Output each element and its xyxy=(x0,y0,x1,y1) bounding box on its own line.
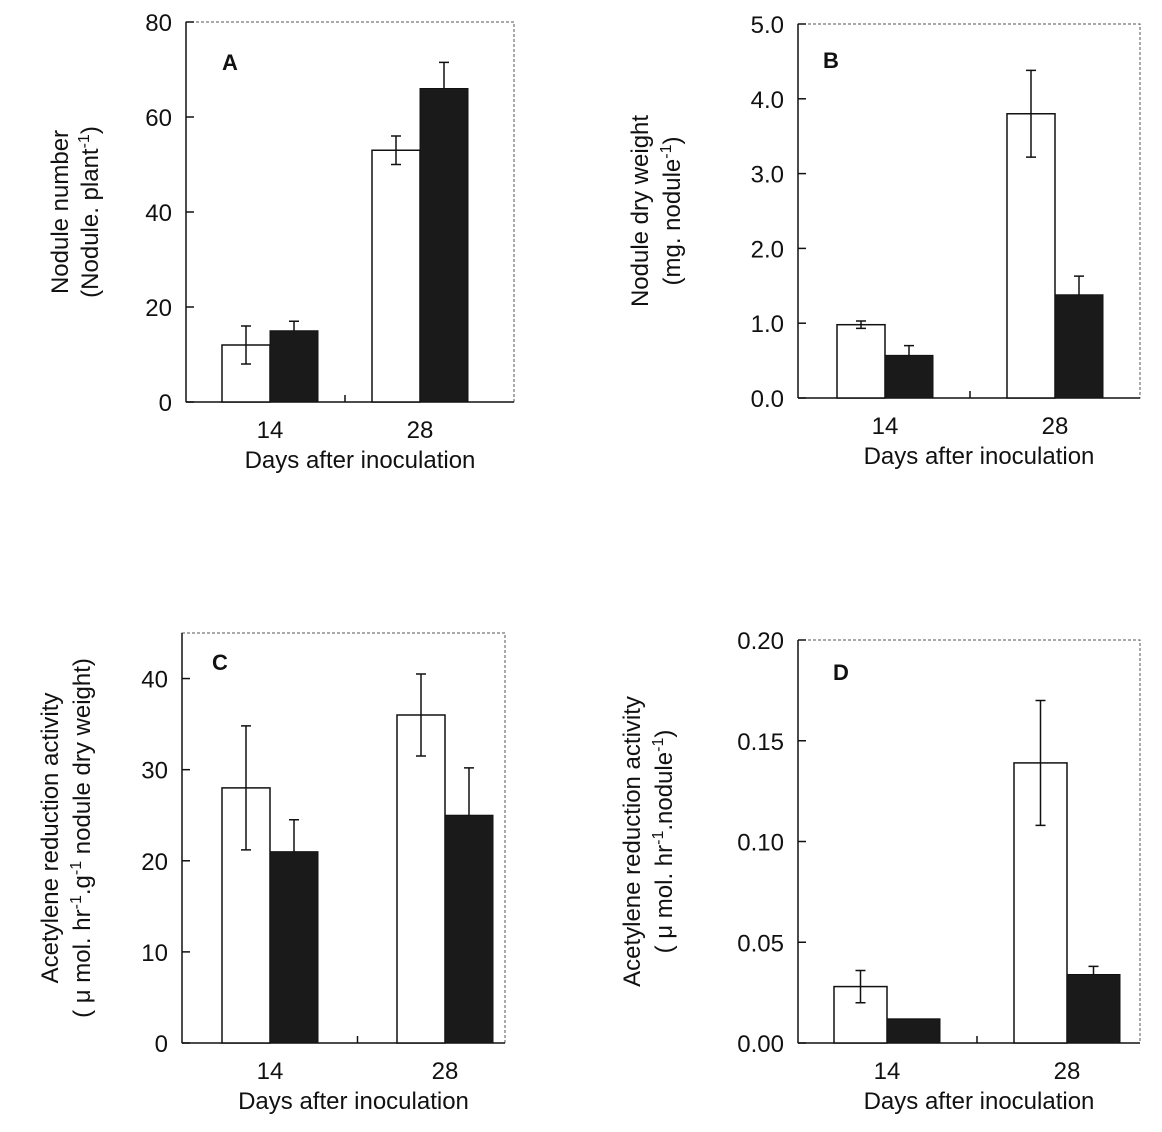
bar-filled-28 xyxy=(444,814,494,1044)
y-tick-label: 0.10 xyxy=(737,830,784,857)
error-bar xyxy=(391,135,401,166)
x-tick-label: 14 xyxy=(257,417,284,444)
y-axis-title: Nodule number xyxy=(47,130,74,294)
y-axis-subtitle: (Nodule. plant-1) xyxy=(76,126,104,298)
y-tick-label: 4.0 xyxy=(751,87,784,114)
error-bar xyxy=(1035,699,1046,827)
y-tick-label: 0.00 xyxy=(737,1031,784,1058)
panel-letter: D xyxy=(833,660,849,685)
error-bar xyxy=(464,767,474,816)
bar-filled-28 xyxy=(419,88,469,403)
error-bar xyxy=(416,673,426,757)
panel-letter: B xyxy=(823,48,839,73)
y-tick-label: 0.15 xyxy=(737,729,784,756)
error-bar xyxy=(289,320,299,331)
bar-open-14 xyxy=(836,323,886,399)
bar-filled-14 xyxy=(886,1018,941,1044)
y-tick-label: 0 xyxy=(159,390,172,417)
y-axis-subtitle: ( μ mol. hr-1.g-1 nodule dry weight) xyxy=(68,658,96,1018)
y-axis-subtitle: ( μ mol. hr-1.nodule-1) xyxy=(650,730,678,954)
bar-filled-28 xyxy=(1054,294,1104,399)
bar-open-28 xyxy=(1006,113,1056,399)
y-tick-label: 0.20 xyxy=(737,628,784,655)
y-tick-label: 20 xyxy=(145,295,172,322)
x-axis-title: Days after inoculation xyxy=(864,1088,1095,1115)
bar-filled-14 xyxy=(269,851,319,1044)
y-tick-label: 40 xyxy=(141,667,168,694)
y-tick-label: 20 xyxy=(141,849,168,876)
error-bar xyxy=(1074,275,1084,295)
error-bar xyxy=(439,61,449,89)
y-axis-title: Nodule dry weight xyxy=(627,115,654,307)
y-tick-label: 0.0 xyxy=(751,386,784,413)
y-tick-label: 1.0 xyxy=(751,311,784,338)
error-bar xyxy=(241,325,251,365)
panel-d: 0.00 0.05 0.10 0.15 0.20 14 28 D Days after inoc… xyxy=(619,628,1141,1115)
panel-c: 0 10 20 30 40 14 28 C Days after inoculation Acet… xyxy=(37,632,506,1115)
y-tick-label: 10 xyxy=(141,940,168,967)
panel-a: 0 20 40 60 80 14 28 A Days after inoculation Nodu… xyxy=(47,10,515,474)
error-bar xyxy=(1088,965,1099,975)
y-tick-label: 0 xyxy=(155,1031,168,1058)
error-bar xyxy=(1026,69,1036,158)
panel-letter: C xyxy=(212,650,228,675)
x-tick-label: 14 xyxy=(872,413,899,440)
x-axis-title: Days after inoculation xyxy=(245,447,476,474)
panel-b: 0.0 1.0 2.0 3.0 4.0 5.0 14 28 B Days after inocul… xyxy=(627,12,1141,470)
x-tick-label: 14 xyxy=(257,1058,284,1085)
error-bar xyxy=(855,969,866,1004)
x-tick-label: 28 xyxy=(432,1058,459,1085)
error-bar xyxy=(856,320,866,330)
bar-filled-28 xyxy=(1066,973,1121,1044)
bar-open-28 xyxy=(371,149,421,403)
y-tick-label: 60 xyxy=(145,105,172,132)
y-tick-label: 2.0 xyxy=(751,236,784,263)
x-tick-label: 28 xyxy=(407,417,434,444)
y-tick-label: 5.0 xyxy=(751,12,784,39)
error-bar xyxy=(904,344,914,356)
error-bar xyxy=(241,725,251,851)
y-tick-label: 0.05 xyxy=(737,930,784,957)
y-tick-label: 30 xyxy=(141,758,168,785)
y-tick-label: 80 xyxy=(145,10,172,37)
x-tick-label: 28 xyxy=(1054,1058,1081,1085)
y-axis-title: Acetylene reduction activity xyxy=(37,693,64,984)
x-axis-title: Days after inoculation xyxy=(238,1088,469,1115)
y-axis-subtitle: (mg. nodule-1) xyxy=(658,137,686,286)
x-axis-title: Days after inoculation xyxy=(864,443,1095,470)
bar-filled-14 xyxy=(884,354,934,399)
bar-filled-14 xyxy=(269,330,319,403)
y-tick-label: 3.0 xyxy=(751,162,784,189)
y-tick-label: 40 xyxy=(145,200,172,227)
y-axis-title: Acetylene reduction activity xyxy=(619,696,646,987)
x-tick-label: 14 xyxy=(874,1058,901,1085)
error-bar xyxy=(289,819,299,852)
bar-open-28 xyxy=(396,714,446,1044)
x-tick-label: 28 xyxy=(1042,413,1069,440)
panel-letter: A xyxy=(222,50,238,75)
